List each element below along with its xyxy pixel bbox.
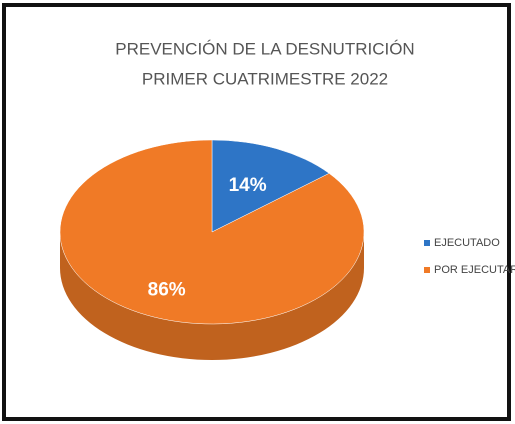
chart-subtitle: PRIMER CUATRIMESTRE 2022 bbox=[142, 69, 388, 88]
legend-label: POR EJECUTAR bbox=[434, 264, 515, 276]
value-label: 14% bbox=[229, 175, 267, 196]
legend-label: EJECUTADO bbox=[434, 237, 500, 249]
pie-side bbox=[60, 232, 364, 360]
pie-slice bbox=[211, 139, 330, 233]
chart-title: PREVENCIÓN DE LA DESNUTRICIÓN bbox=[115, 39, 414, 58]
legend-swatch bbox=[424, 267, 430, 273]
value-label: 86% bbox=[148, 279, 186, 300]
pie-slice bbox=[59, 139, 365, 325]
legend-swatch bbox=[424, 240, 430, 246]
